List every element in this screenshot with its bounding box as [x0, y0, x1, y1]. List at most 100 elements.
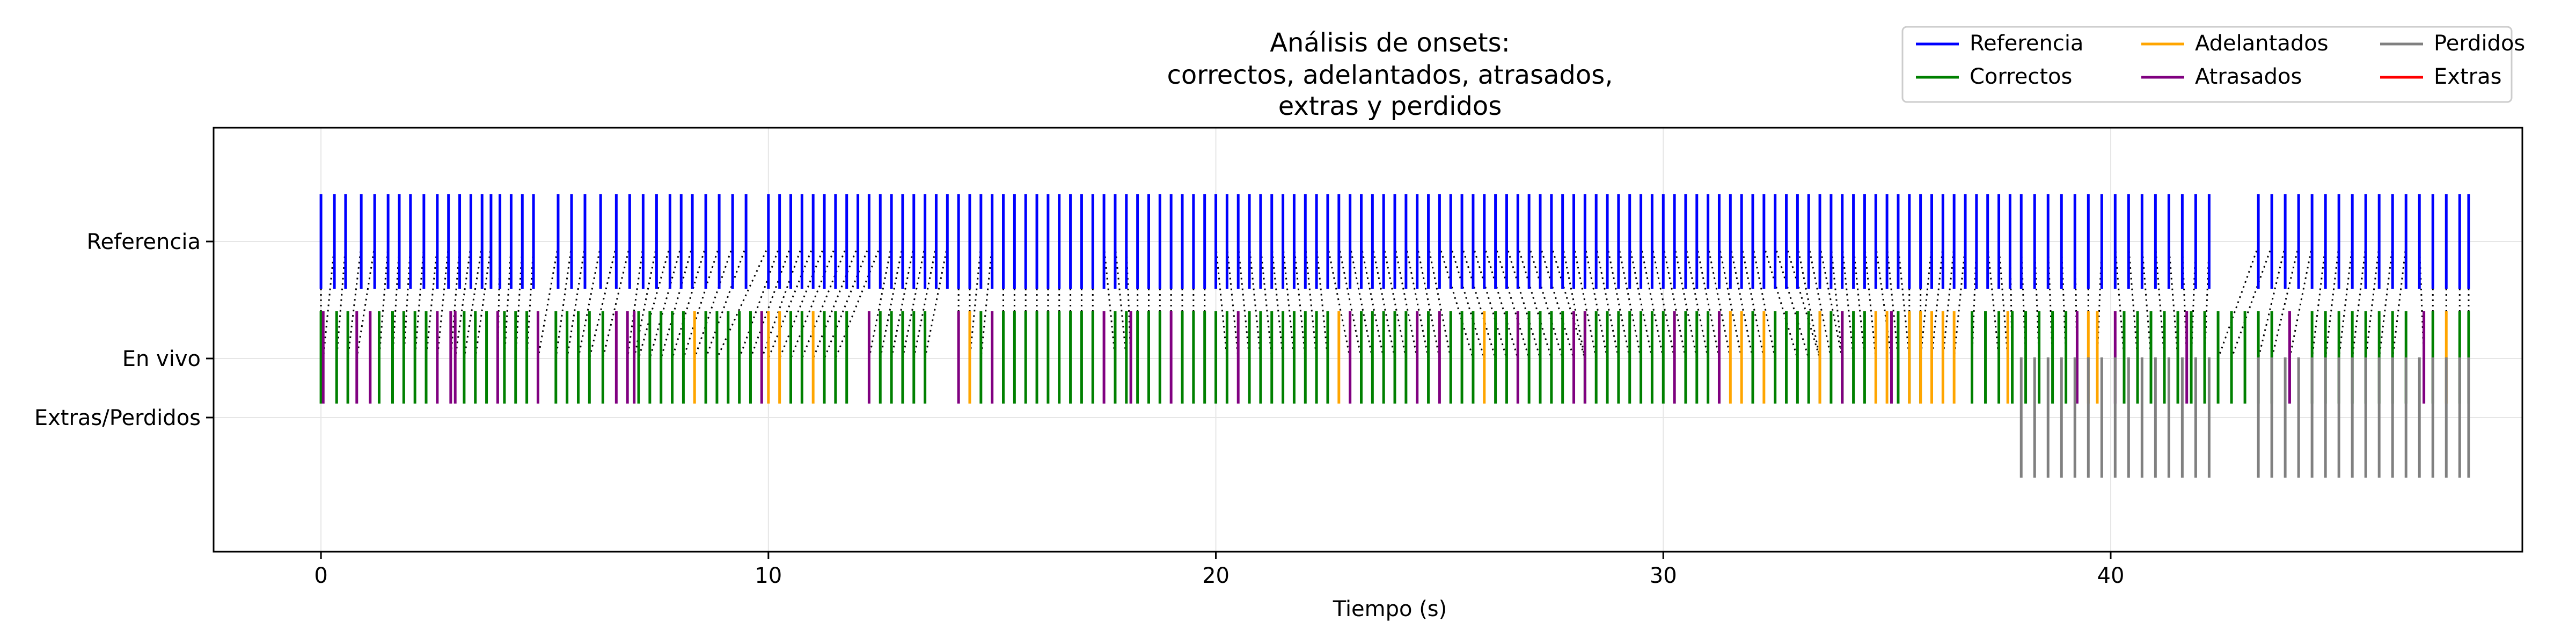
onset-connection-line — [2288, 245, 2313, 359]
onset-connection-line — [436, 245, 450, 359]
onset-connection-line — [767, 245, 814, 359]
x-tick-label: 0 — [314, 564, 327, 588]
legend-label-perdidos: Perdidos — [2434, 31, 2525, 56]
onset-connection-line — [2141, 245, 2152, 359]
onset-connection-line — [1953, 245, 1966, 359]
onset-connection-line — [980, 245, 993, 359]
onset-connection-line — [1763, 245, 1798, 359]
onset-connection-line — [2311, 245, 2326, 359]
onset-connection-line — [335, 245, 347, 359]
onset-connection-line — [638, 245, 671, 359]
onset-connection-line — [1495, 245, 1530, 359]
onset-connection-line — [414, 245, 425, 359]
onset-connection-line — [969, 245, 982, 359]
onset-connection-line — [705, 245, 747, 359]
onset-connection-line — [682, 245, 720, 359]
onset-connection-line — [463, 245, 483, 359]
onset-connection-lines — [320, 245, 2470, 359]
onset-connection-line — [1450, 245, 1485, 359]
onset-connection-line — [1103, 245, 1116, 359]
onset-connection-line — [1282, 245, 1295, 359]
onset-connection-line — [1226, 245, 1239, 359]
chart-title-line-2: correctos, adelantados, atrasados, — [1167, 60, 1613, 90]
onset-connection-line — [750, 245, 792, 359]
onset-connection-line — [835, 245, 881, 359]
onset-connection-line — [1215, 245, 1228, 359]
onset-connection-line — [1774, 245, 1810, 359]
onset-connection-line — [2168, 245, 2179, 359]
legend-label-extras: Extras — [2434, 64, 2501, 89]
legend-frame — [1901, 26, 2513, 103]
x-tick-label: 40 — [2097, 564, 2125, 588]
onset-connection-line — [2127, 245, 2139, 359]
chart-title: Análisis de onsets: correctos, adelantad… — [1167, 28, 1613, 121]
onset-connection-line — [790, 245, 837, 359]
x-axis-label: Tiempo (s) — [1333, 597, 1447, 621]
legend-label-adelantados: Adelantados — [2195, 31, 2329, 56]
grid-lines — [214, 128, 2522, 552]
onset-connection-line — [2154, 245, 2165, 359]
onset-connection-line — [2338, 245, 2353, 359]
onset-connection-line — [1438, 245, 1474, 359]
onset-connection-line — [2230, 245, 2273, 359]
x-tick-label: 10 — [755, 564, 782, 588]
onset-connection-line — [716, 245, 770, 359]
onset-connection-line — [1483, 245, 1519, 359]
onset-connection-line — [738, 245, 781, 359]
onset-connection-line — [1920, 245, 1933, 359]
onset-connection-line — [322, 245, 335, 359]
onset-connection-line — [1897, 245, 1911, 359]
onset-connection-line — [1472, 245, 1507, 359]
x-axis: 0 10 20 30 40 — [314, 552, 2124, 588]
y-tick-label-referencia: Referencia — [87, 230, 201, 254]
onset-connection-line — [1304, 245, 1318, 359]
onset-connection-line — [1830, 245, 1843, 359]
onset-connection-line — [823, 245, 870, 359]
onset-connection-line — [2365, 245, 2380, 359]
legend: Referencia Correctos Adelantados Atrasados P… — [1901, 26, 2525, 103]
onset-connection-line — [1841, 245, 1855, 359]
onset-connection-line — [1942, 245, 1955, 359]
y-axis: Referencia En vivo Extras/Perdidos — [34, 230, 214, 430]
onset-connection-line — [1550, 245, 1586, 359]
onset-connection-line — [801, 245, 848, 359]
onset-connection-line — [760, 245, 803, 359]
chart-title-line-3: extras y perdidos — [1278, 91, 1502, 121]
onset-connection-line — [1863, 245, 1877, 359]
onset-connection-line — [1930, 245, 1944, 359]
x-tick-label: 30 — [1650, 564, 1677, 588]
onset-connection-line — [671, 245, 707, 359]
axes-frame — [213, 127, 2523, 553]
y-tick-label-en-vivo: En vivo — [122, 347, 201, 371]
onset-connection-line — [1785, 245, 1821, 359]
onset-connection-line — [1461, 245, 1497, 359]
x-tick-label: 20 — [1202, 564, 1230, 588]
onset-connection-line — [693, 245, 734, 359]
legend-label-correctos: Correctos — [1970, 64, 2072, 89]
onset-connection-line — [1260, 245, 1273, 359]
onset-connection-line — [2324, 245, 2340, 359]
onset-connection-line — [2378, 245, 2394, 359]
onset-connection-line — [2114, 245, 2125, 359]
onset-connection-line — [779, 245, 825, 359]
onset-connection-line — [2217, 245, 2259, 359]
onset-connection-line — [2391, 245, 2407, 359]
onset-connection-line — [1293, 245, 1306, 359]
onset-connection-line — [660, 245, 693, 359]
onset-connection-line — [1528, 245, 1564, 359]
y-tick-label-extras-perdidos: Extras/Perdidos — [34, 406, 201, 430]
onset-connection-line — [1987, 245, 2000, 359]
legend-label-referencia: Referencia — [1970, 31, 2083, 56]
onset-connection-line — [1248, 245, 1262, 359]
chart-title-line-1: Análisis de onsets: — [1270, 28, 1510, 58]
onset-connection-line — [649, 245, 682, 359]
onset-connection-line — [425, 245, 438, 359]
onset-connection-line — [1237, 245, 1250, 359]
legend-label-atrasados: Atrasados — [2195, 64, 2302, 89]
onset-connection-line — [2351, 245, 2367, 359]
event-marks — [319, 194, 2470, 478]
onset-connection-line — [1315, 245, 1329, 359]
onset-connection-line — [1853, 245, 1865, 359]
onset-connection-line — [378, 245, 389, 359]
